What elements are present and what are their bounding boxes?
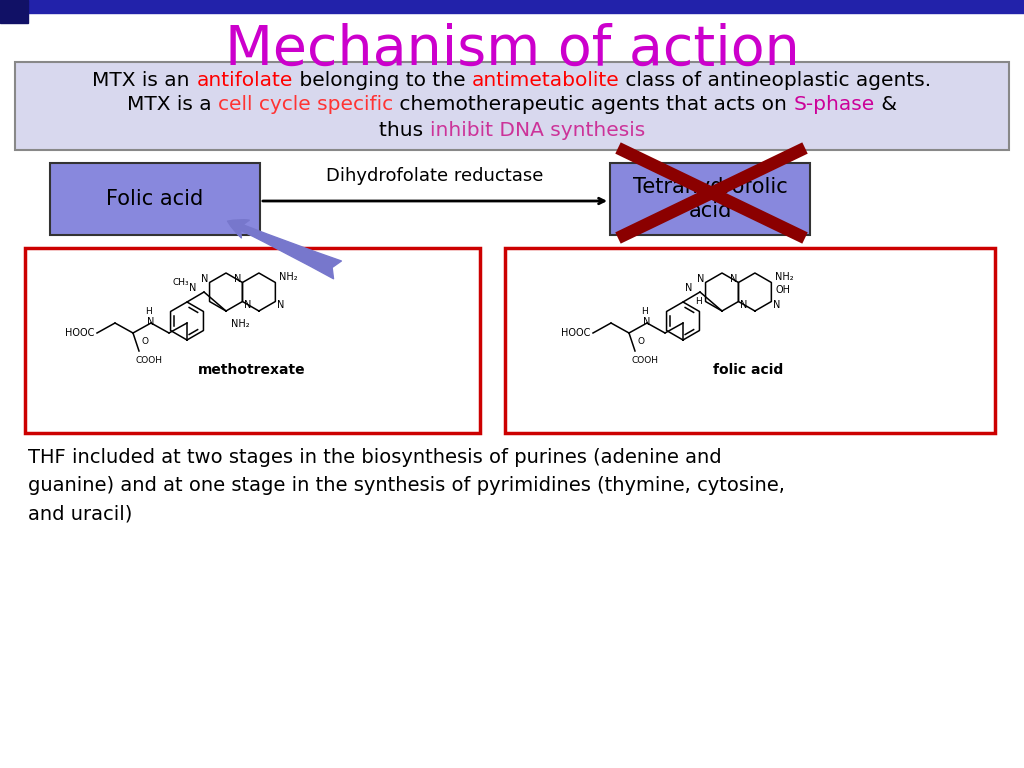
Text: Folic acid: Folic acid [106,189,204,209]
Text: O: O [637,337,644,346]
Text: N: N [233,274,241,284]
Text: antimetabolite: antimetabolite [472,71,620,90]
Text: N: N [244,300,251,310]
Text: H: H [642,307,648,316]
Text: inhibit DNA synthesis: inhibit DNA synthesis [430,121,645,140]
Text: NH₂: NH₂ [280,272,298,282]
Text: N: N [685,283,692,293]
Text: folic acid: folic acid [713,363,783,377]
Text: N: N [147,317,155,327]
Text: H: H [695,296,701,306]
Text: N: N [773,300,780,310]
Text: N: N [276,300,285,310]
FancyBboxPatch shape [25,248,480,433]
Text: THF included at two stages in the biosynthesis of purines (adenine and
guanine) : THF included at two stages in the biosyn… [28,448,784,523]
Text: HOOC: HOOC [560,328,590,338]
Text: antifolate: antifolate [197,71,293,90]
FancyBboxPatch shape [505,248,995,433]
Text: &: & [874,94,897,114]
Text: N: N [201,274,208,284]
Text: N: N [189,283,197,293]
Text: HOOC: HOOC [65,328,94,338]
Text: N: N [643,317,650,327]
Text: COOH: COOH [631,356,658,365]
Text: S-phase: S-phase [794,94,874,114]
Bar [0,0,28,23]
Text: chemotherapeutic agents that acts on: chemotherapeutic agents that acts on [393,94,794,114]
Text: CH₃: CH₃ [173,278,189,287]
Text: NH₂: NH₂ [775,272,794,282]
Text: H: H [145,307,153,316]
Text: MTX is a: MTX is a [127,94,218,114]
Text: NH₂: NH₂ [231,319,250,329]
Text: methotrexate: methotrexate [199,363,306,377]
Text: N: N [729,274,737,284]
Text: Mechanism of action: Mechanism of action [224,23,800,77]
FancyBboxPatch shape [610,163,810,235]
Text: OH: OH [776,285,791,295]
FancyBboxPatch shape [15,62,1009,150]
Bar [0,0,1024,13]
Text: thus: thus [379,121,430,140]
Text: N: N [740,300,748,310]
Text: N: N [696,274,705,284]
Text: Dihydrofolate reductase: Dihydrofolate reductase [327,167,544,185]
Text: COOH: COOH [135,356,162,365]
Text: Tetrahydrofolic
acid: Tetrahydrofolic acid [633,177,787,221]
Text: class of antineoplastic agents.: class of antineoplastic agents. [620,71,932,90]
Text: cell cycle specific: cell cycle specific [218,94,393,114]
Text: O: O [141,337,148,346]
FancyBboxPatch shape [50,163,260,235]
Text: belonging to the: belonging to the [293,71,472,90]
Text: MTX is an: MTX is an [92,71,197,90]
